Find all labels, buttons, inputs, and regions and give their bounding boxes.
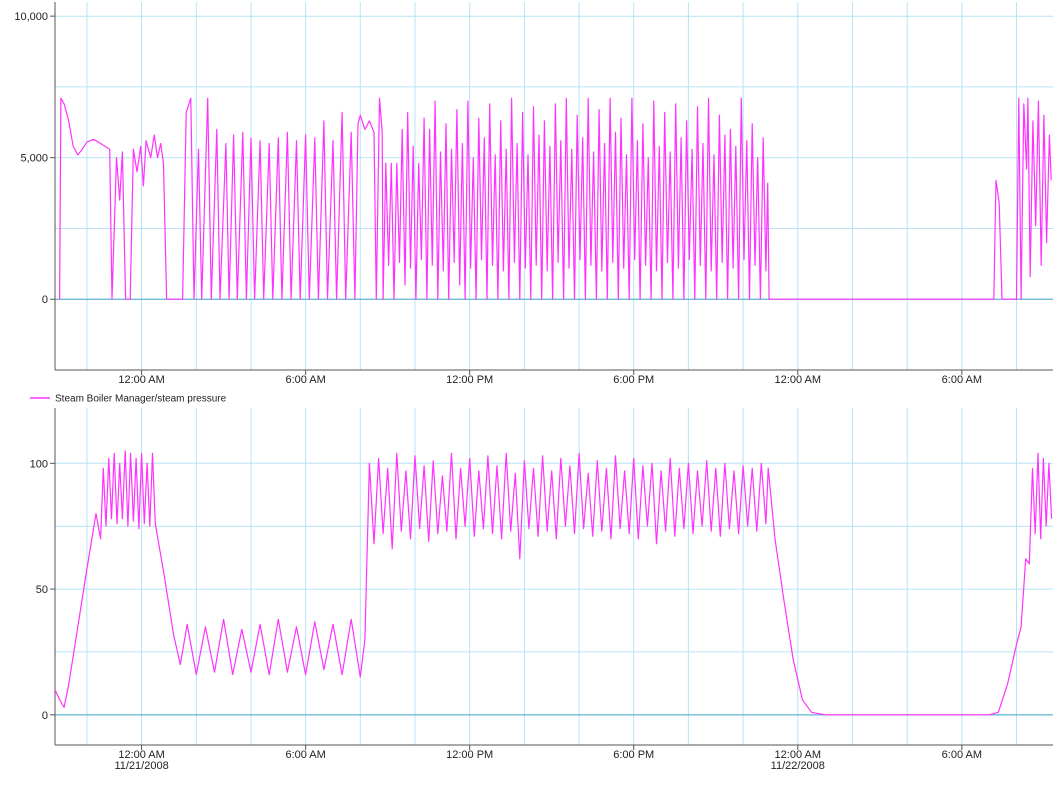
x-tick-label: 12:00 PM [446, 749, 493, 761]
series-line-1-1 [59, 97, 1052, 300]
x-tick-label: 6:00 PM [613, 749, 654, 761]
x-tick-label: 12:00 AM [118, 374, 164, 386]
y-tick-label: 5,000 [20, 153, 48, 165]
x-tick-label: 6:00 AM [285, 749, 325, 761]
x-tick-label: 12:00 AM [775, 374, 821, 386]
y-tick-label: 10,000 [14, 11, 48, 23]
x-tick-label: 12:00 AM [775, 749, 821, 761]
y-tick-label: 50 [36, 584, 48, 596]
y-tick-label: 0 [42, 294, 48, 306]
y-tick-label: 100 [30, 458, 48, 470]
x-tick-label: 6:00 PM [613, 374, 654, 386]
y-tick-label: 0 [42, 710, 48, 722]
x-tick-label: 12:00 PM [446, 374, 493, 386]
chart-panel-1: 0 5,000 10,000 12:00 AM 6:00 AM 12:00 PM 6:00 … [14, 2, 1053, 386]
x-tick-label: 6:00 AM [285, 374, 325, 386]
x-tick-label: 12:00 AM [118, 749, 164, 761]
x-date-label: 11/22/2008 [771, 760, 825, 772]
series-line-2-1 [54, 450, 1053, 716]
legend-label: Steam Boiler Manager/steam pressure [55, 394, 227, 405]
x-tick-label: 6:00 AM [942, 374, 982, 386]
x-tick-label: 6:00 AM [942, 749, 982, 761]
x-date-label: 11/21/2008 [114, 760, 168, 772]
